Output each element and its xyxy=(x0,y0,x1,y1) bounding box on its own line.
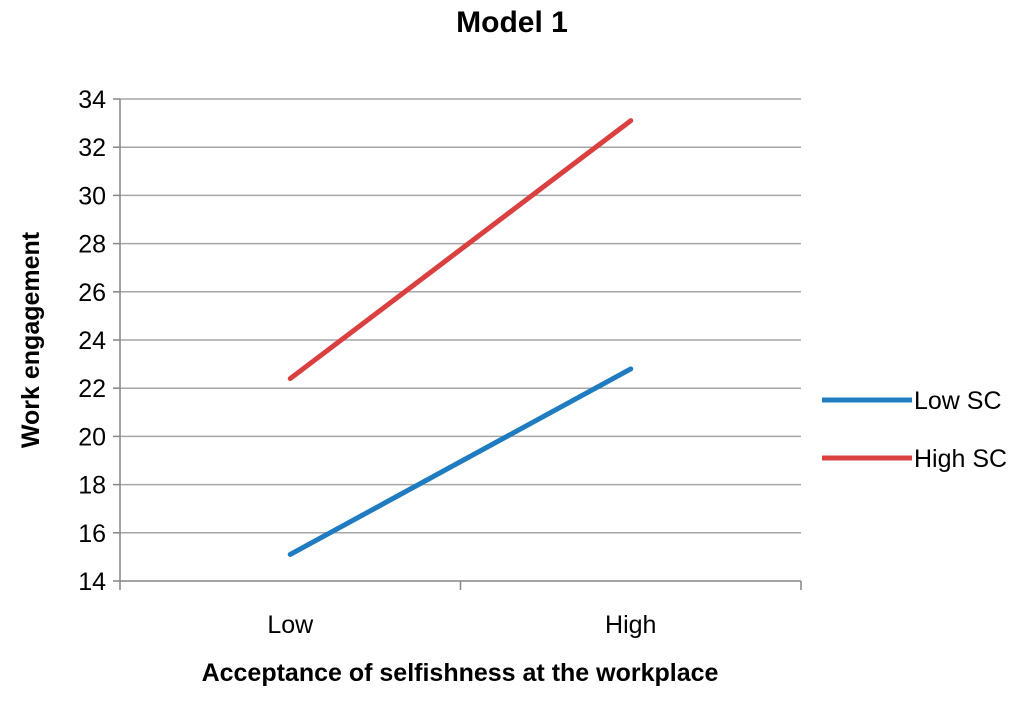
y-tick-label: 20 xyxy=(78,423,106,451)
y-axis-title: Work engagement xyxy=(17,231,45,448)
series-line-low-sc xyxy=(287,366,634,557)
y-tick-label: 24 xyxy=(78,327,106,355)
y-tick-label: 16 xyxy=(78,520,106,548)
legend-label: Low SC xyxy=(914,387,1002,415)
legend: Low SC High SC xyxy=(822,387,1007,473)
axis-layer xyxy=(113,98,802,590)
y-tick-label: 18 xyxy=(78,472,106,500)
grid-layer xyxy=(120,98,801,534)
y-tick-label: 32 xyxy=(78,134,106,162)
y-tick-label: 34 xyxy=(78,86,106,114)
tick-layer: 14 16 18 20 22 24 26 28 30 32 34 Low High xyxy=(78,86,656,639)
x-tick-label: Low xyxy=(267,611,314,639)
y-tick-label: 26 xyxy=(78,279,106,307)
series-layer xyxy=(287,118,634,557)
x-tick-label: High xyxy=(605,611,656,639)
legend-label: High SC xyxy=(914,445,1007,473)
series-line-high-sc xyxy=(287,118,634,382)
y-tick-label: 28 xyxy=(78,231,106,259)
y-tick-label: 14 xyxy=(78,568,106,596)
x-axis-title: Acceptance of selfishness at the workpla… xyxy=(202,659,719,687)
y-tick-label: 30 xyxy=(78,182,106,210)
chart-title: Model 1 xyxy=(456,6,568,39)
y-tick-label: 22 xyxy=(78,375,106,403)
